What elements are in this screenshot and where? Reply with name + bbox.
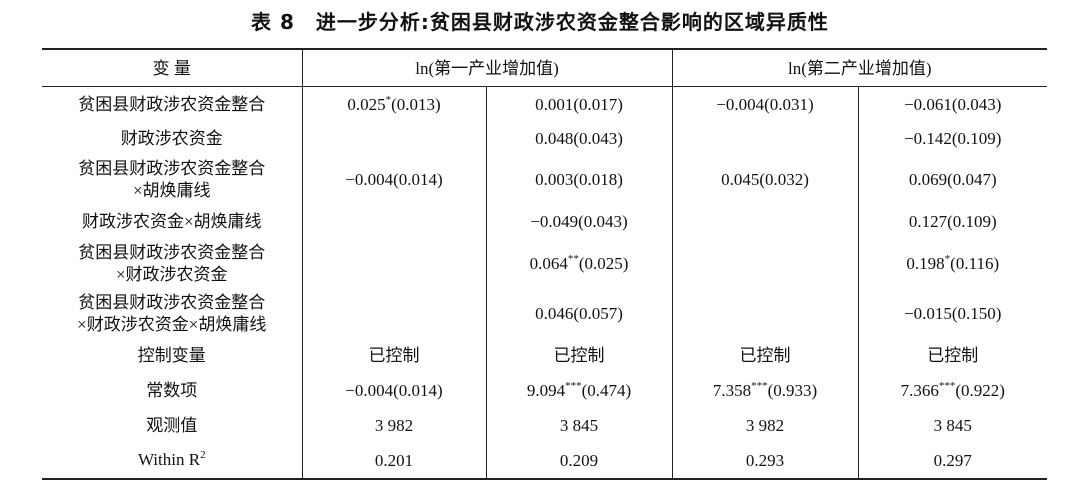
cell bbox=[301, 204, 486, 239]
table-title: 表 8 进一步分析:贫困县财政涉农资金整合影响的区域异质性 bbox=[251, 10, 829, 34]
significance: *** bbox=[938, 380, 956, 392]
cell-text: (0.025) bbox=[578, 254, 629, 273]
cell-text: (0.116) bbox=[950, 254, 1000, 273]
table-body: 贫困县财政涉农资金整合 0.025*(0.013) 0.001(0.017) −0.0… bbox=[42, 86, 1048, 479]
cell: 已控制 bbox=[857, 338, 1048, 373]
cell: 0.069(0.047) bbox=[857, 154, 1048, 205]
header-row: 变 量 ln(第一产业增加值) ln(第二产业增加值) bbox=[42, 49, 1048, 87]
cell: −0.061(0.043) bbox=[857, 86, 1048, 123]
row-label: 控制变量 bbox=[137, 345, 206, 365]
table-row: 贫困县财政涉农资金整合 ×财政涉农资金×胡焕庸线 0.046(0.057) −0.01… bbox=[42, 288, 1048, 339]
cell: 3 845 bbox=[485, 408, 673, 443]
cell-text: 0.198 bbox=[906, 254, 945, 273]
cell: 9.094***(0.474) bbox=[485, 372, 673, 409]
table: 变 量 ln(第一产业增加值) ln(第二产业增加值) 贫困县财政涉农资金整合 0… bbox=[42, 48, 1048, 480]
table-row: Within R2 0.201 0.209 0.293 0.297 bbox=[42, 442, 1048, 479]
label-line: ×胡焕庸线 bbox=[132, 180, 211, 200]
cell: 0.048(0.043) bbox=[485, 122, 673, 155]
cell: 0.209 bbox=[485, 442, 673, 479]
cell-text: Within R bbox=[137, 450, 201, 469]
table-row: 财政涉农资金×胡焕庸线 −0.049(0.043) 0.127(0.109) bbox=[42, 204, 1048, 239]
row-label: 常数项 bbox=[146, 380, 198, 400]
cell bbox=[301, 122, 486, 155]
table-row: 财政涉农资金 0.048(0.043) −0.142(0.109) bbox=[42, 122, 1048, 155]
cell: 0.046(0.057) bbox=[485, 288, 673, 339]
label-line: 贫困县财政涉农资金整合 bbox=[78, 242, 266, 262]
cell: 已控制 bbox=[485, 338, 673, 373]
cell-text: (0.922) bbox=[955, 381, 1005, 400]
cell: −0.004(0.031) bbox=[671, 86, 859, 123]
header-cell: 变 量 bbox=[42, 49, 302, 87]
row-label: 财政涉农资金×胡焕庸线 bbox=[81, 211, 262, 231]
cell bbox=[671, 122, 859, 155]
cell-text: 9.094 bbox=[526, 381, 566, 400]
cell bbox=[671, 288, 859, 339]
cell bbox=[671, 204, 859, 239]
cell: 已控制 bbox=[301, 338, 486, 373]
significance: * bbox=[944, 253, 951, 265]
table-row: 观测值 3 982 3 845 3 982 3 845 bbox=[42, 408, 1048, 443]
label-line: 贫困县财政涉农资金整合 bbox=[78, 158, 266, 178]
cell: 0.003(0.018) bbox=[485, 154, 673, 205]
label-line: 贫困县财政涉农资金整合 bbox=[78, 292, 266, 312]
label-line: ×财政涉农资金×胡焕庸线 bbox=[77, 314, 267, 334]
table-row: 贫困县财政涉农资金整合 0.025*(0.013) 0.001(0.017) −0.0… bbox=[42, 86, 1048, 123]
cell-text: 0.064 bbox=[529, 254, 568, 273]
cell: 7.358***(0.933) bbox=[671, 372, 859, 409]
cell: 0.001(0.017) bbox=[485, 86, 673, 123]
cell: 已控制 bbox=[671, 338, 859, 373]
cell: 0.064**(0.025) bbox=[485, 238, 673, 289]
header-cell: ln(第二产业增加值) bbox=[671, 49, 1048, 87]
cell: 7.366***(0.922) bbox=[857, 372, 1048, 409]
row-label: Within R2 bbox=[42, 443, 302, 479]
significance: *** bbox=[565, 380, 582, 392]
cell: −0.015(0.150) bbox=[857, 288, 1048, 339]
cell: −0.142(0.109) bbox=[857, 122, 1048, 155]
significance: ** bbox=[567, 253, 579, 265]
label-line: ×财政涉农资金 bbox=[115, 264, 228, 284]
cell: −0.004(0.014) bbox=[301, 154, 486, 205]
cell: 0.293 bbox=[671, 442, 859, 479]
significance: *** bbox=[751, 380, 768, 392]
cell: −0.004(0.014) bbox=[301, 372, 486, 409]
cell bbox=[301, 288, 486, 339]
cell: 3 982 bbox=[301, 408, 486, 443]
row-label: 观测值 bbox=[146, 415, 198, 435]
row-label: 贫困县财政涉农资金整合 ×财政涉农资金 bbox=[42, 239, 302, 289]
row-label: 贫困县财政涉农资金整合 ×财政涉农资金×胡焕庸线 bbox=[42, 289, 302, 339]
cell-text: 7.366 bbox=[900, 381, 939, 400]
cell: 3 982 bbox=[671, 408, 859, 443]
cell-text: (0.013) bbox=[391, 95, 441, 115]
table-row: 贫困县财政涉农资金整合 ×胡焕庸线 −0.004(0.014) 0.003(0.018… bbox=[42, 154, 1048, 205]
table-row: 常数项 −0.004(0.014) 9.094***(0.474) 7.358***(… bbox=[42, 372, 1048, 409]
cell-text: (0.474) bbox=[581, 381, 632, 400]
cell bbox=[671, 238, 859, 289]
cell: 0.127(0.109) bbox=[857, 204, 1048, 239]
cell-text: (0.933) bbox=[767, 381, 818, 400]
significance: * bbox=[385, 94, 392, 107]
cell: 0.297 bbox=[857, 442, 1048, 479]
cell: 0.201 bbox=[301, 442, 486, 479]
row-label: 财政涉农资金 bbox=[120, 128, 223, 148]
header-cell: ln(第一产业增加值) bbox=[301, 49, 673, 87]
cell: 0.198*(0.116) bbox=[857, 238, 1048, 289]
row-label: 贫困县财政涉农资金整合 bbox=[78, 94, 266, 114]
significance: 2 bbox=[200, 449, 206, 461]
cell bbox=[301, 238, 486, 289]
cell: −0.049(0.043) bbox=[485, 204, 673, 239]
table-row: 贫困县财政涉农资金整合 ×财政涉农资金 0.064**(0.025) 0.198*(0… bbox=[42, 238, 1048, 289]
cell-text: 7.358 bbox=[712, 381, 752, 400]
row-label: 贫困县财政涉农资金整合 ×胡焕庸线 bbox=[42, 155, 302, 205]
cell: 3 845 bbox=[857, 408, 1048, 443]
cell: 0.025*(0.013) bbox=[301, 86, 486, 123]
cell-text: 0.025 bbox=[347, 95, 386, 115]
table-row: 控制变量 已控制 已控制 已控制 已控制 bbox=[42, 338, 1048, 373]
cell: 0.045(0.032) bbox=[671, 154, 859, 205]
